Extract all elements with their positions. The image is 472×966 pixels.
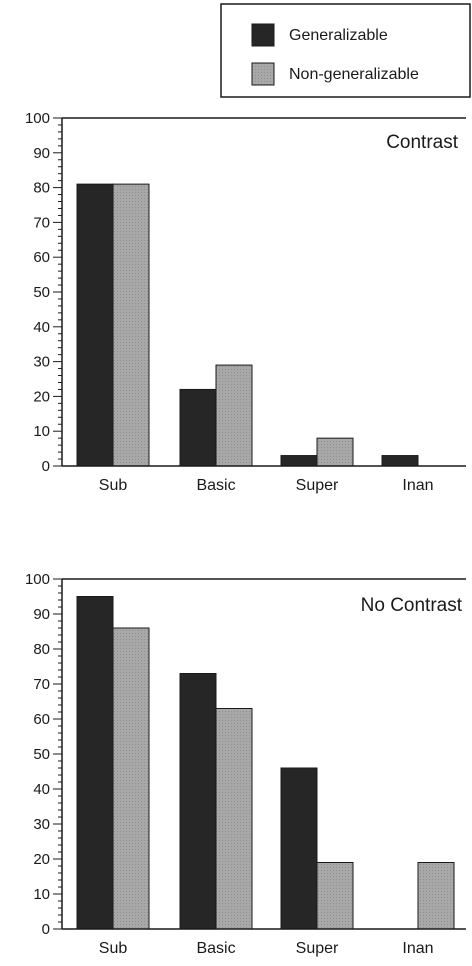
x-category-label: Inan xyxy=(402,940,433,957)
y-tick-label: 10 xyxy=(33,886,50,903)
chart-panel-contrast: 0 10 20 30 40 50 60 70 80 90 100 Contrast Sub Basic Su… xyxy=(25,110,466,494)
legend-swatch-non-generalizable xyxy=(251,62,275,86)
bar-non-generalizable-sub xyxy=(112,627,150,930)
legend-label-non-generalizable: Non-generalizable xyxy=(289,66,419,83)
y-tick-label: 100 xyxy=(25,571,50,588)
x-category-label: Basic xyxy=(196,477,235,494)
x-category-label: Basic xyxy=(196,940,235,957)
y-tick-label: 80 xyxy=(33,641,50,658)
panel-title: Contrast xyxy=(386,132,459,153)
y-tick-label: 90 xyxy=(33,606,50,623)
y-tick-label: 50 xyxy=(33,284,50,301)
bar-non-generalizable-basic xyxy=(215,364,253,467)
y-tick-label: 60 xyxy=(33,711,50,728)
y-tick-label: 10 xyxy=(33,423,50,440)
chart-panel-no-contrast: 0 10 20 30 40 50 60 70 80 90 100 No Contrast Sub Basi… xyxy=(25,571,466,957)
x-category-label: Sub xyxy=(99,477,128,494)
y-tick-label: 70 xyxy=(33,676,50,693)
bar-generalizable-basic xyxy=(179,388,217,467)
bar-non-generalizable-basic xyxy=(215,708,253,930)
bar-generalizable-super xyxy=(280,767,318,930)
bar-generalizable-sub xyxy=(76,183,114,467)
y-tick-label: 20 xyxy=(33,851,50,868)
y-tick-label: 40 xyxy=(33,319,50,336)
x-category-label: Sub xyxy=(99,940,128,957)
y-tick-label: 90 xyxy=(33,145,50,162)
y-tick-label: 30 xyxy=(33,816,50,833)
bar-non-generalizable-super xyxy=(316,862,354,930)
y-tick-label: 70 xyxy=(33,214,50,231)
bar-generalizable-super xyxy=(280,455,318,467)
y-tick-label: 30 xyxy=(33,354,50,371)
bar-generalizable-basic xyxy=(179,673,217,930)
bar-non-generalizable-inan xyxy=(417,862,455,930)
y-tick-label: 40 xyxy=(33,781,50,798)
bar-generalizable-sub xyxy=(76,596,114,930)
panel-title: No Contrast xyxy=(361,595,463,616)
y-tick-label: 0 xyxy=(42,458,50,475)
x-category-label: Super xyxy=(296,940,339,957)
y-tick-label: 60 xyxy=(33,249,50,266)
y-tick-label: 20 xyxy=(33,388,50,405)
bar-non-generalizable-super xyxy=(316,437,354,467)
x-category-label: Inan xyxy=(402,477,433,494)
y-tick-label: 100 xyxy=(25,110,50,127)
legend-swatch-generalizable xyxy=(251,23,275,47)
y-tick-label: 0 xyxy=(42,921,50,938)
bar-non-generalizable-sub xyxy=(112,183,150,467)
bar-generalizable-inan xyxy=(381,455,419,467)
legend-label-generalizable: Generalizable xyxy=(289,27,388,44)
x-category-label: Super xyxy=(296,477,339,494)
y-tick-label: 50 xyxy=(33,746,50,763)
y-tick-label: 80 xyxy=(33,180,50,197)
legend: Generalizable Non-generalizable xyxy=(220,3,471,98)
